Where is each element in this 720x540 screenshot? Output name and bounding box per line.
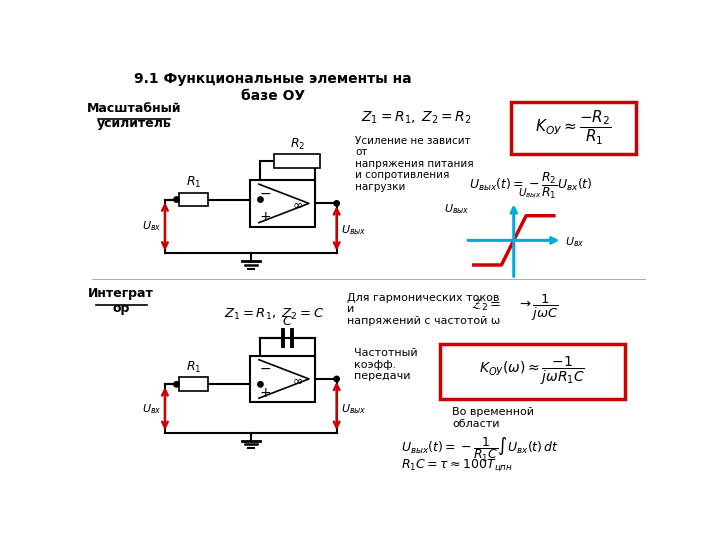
Text: $U_{вых}$: $U_{вых}$ — [444, 202, 469, 217]
Circle shape — [258, 382, 263, 387]
Text: $U_{вых}$: $U_{вых}$ — [341, 402, 366, 416]
Text: $\mathcal{Z}_2 = \quad \rightarrow \dfrac{1}{j\omega C}$: $\mathcal{Z}_2 = \quad \rightarrow \dfra… — [471, 293, 559, 323]
Text: $U_{вых}$: $U_{вых}$ — [341, 224, 366, 237]
Circle shape — [258, 197, 263, 202]
Text: $U_{вх}$: $U_{вх}$ — [142, 220, 161, 233]
Text: $K_{ОУ}(\omega) \approx \dfrac{-1}{j\omega R_1 C}$: $K_{ОУ}(\omega) \approx \dfrac{-1}{j\ome… — [480, 355, 585, 387]
Text: Для гармонических токов
и
напряжений с частотой ω: Для гармонических токов и напряжений с ч… — [348, 293, 500, 326]
Text: Масштабный
усилитель: Масштабный усилитель — [87, 102, 181, 130]
Text: $R_2$: $R_2$ — [289, 137, 305, 152]
Text: $U_{вых}$: $U_{вых}$ — [518, 186, 541, 200]
Text: $\infty$: $\infty$ — [292, 374, 303, 387]
Text: 9.1 Функциональные элементы на
базе ОУ: 9.1 Функциональные элементы на базе ОУ — [134, 72, 412, 103]
Text: $C$: $C$ — [282, 315, 293, 328]
Text: $+$: $+$ — [259, 386, 271, 400]
Bar — [511, 102, 636, 154]
Text: $\infty$: $\infty$ — [292, 198, 303, 212]
Text: Усиление не зависит
от
напряжения питания
и сопротивления
нагрузки: Усиление не зависит от напряжения питани… — [355, 136, 474, 192]
Text: $R_1$: $R_1$ — [186, 360, 201, 375]
Circle shape — [174, 382, 179, 387]
Text: $Z_1 = R_1, \; Z_2 = R_2$: $Z_1 = R_1, \; Z_2 = R_2$ — [361, 110, 472, 126]
Text: $U_{вх}$: $U_{вх}$ — [142, 402, 161, 416]
Text: $R_1$: $R_1$ — [186, 175, 201, 190]
Text: Частотный
коэфф.
передачи: Частотный коэфф. передачи — [354, 348, 417, 381]
Text: $U_{вых}(t) = -\dfrac{1}{R_1 C} \int U_{вх}(t)\,dt$: $U_{вых}(t) = -\dfrac{1}{R_1 C} \int U_{… — [401, 436, 559, 464]
Text: Интеграт
ор: Интеграт ор — [88, 287, 154, 315]
Text: $Z_1 = R_1, \; Z_2 = C$: $Z_1 = R_1, \; Z_2 = C$ — [224, 307, 325, 322]
Circle shape — [174, 197, 179, 202]
Text: $K_{ОУ} \approx \dfrac{-R_2}{R_1}$: $K_{ОУ} \approx \dfrac{-R_2}{R_1}$ — [536, 109, 612, 147]
Circle shape — [334, 376, 339, 382]
Text: $U_{вх}$: $U_{вх}$ — [565, 235, 585, 249]
Text: $-$: $-$ — [259, 186, 271, 200]
Text: $+$: $+$ — [259, 210, 271, 224]
Circle shape — [334, 201, 339, 206]
Bar — [250, 180, 315, 226]
Text: $R_1 C = \tau \approx 100 T_{цпн}$: $R_1 C = \tau \approx 100 T_{цпн}$ — [401, 457, 513, 474]
Text: Во временной
области: Во временной области — [452, 408, 534, 429]
Bar — [274, 154, 320, 168]
Bar — [179, 193, 208, 206]
Bar — [250, 356, 315, 402]
Bar — [179, 377, 208, 392]
Bar — [440, 343, 625, 399]
Text: $-$: $-$ — [259, 361, 271, 375]
Text: $U_{вых}(t) = -\dfrac{R_2}{R_1} U_{вх}(t)$: $U_{вых}(t) = -\dfrac{R_2}{R_1} U_{вх}(t… — [469, 171, 593, 201]
